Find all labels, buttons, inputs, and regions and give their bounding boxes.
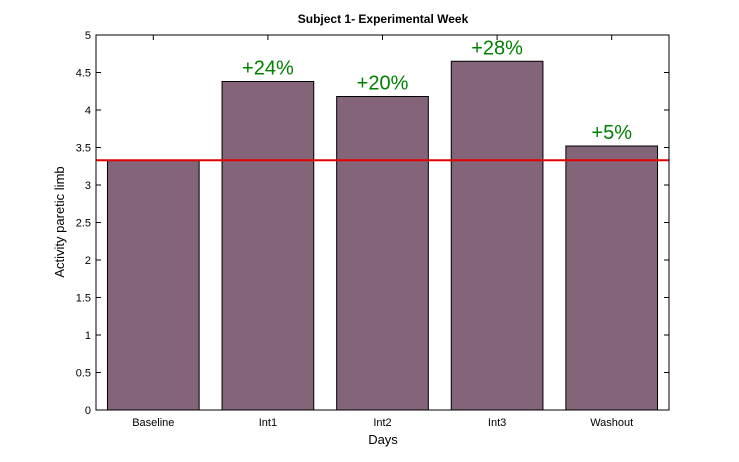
- y-tick-label: 1: [85, 330, 91, 342]
- y-tick-label: 2.5: [76, 218, 91, 230]
- x-tick-label: Int1: [259, 417, 277, 429]
- y-axis: 0 0.5 1 1.5 2 2.5 3 3.5 4 4.5 5: [76, 30, 669, 417]
- x-axis: Baseline Int1 Int2 Int3 Washout: [132, 35, 633, 429]
- x-tick-label: Int3: [488, 417, 506, 429]
- y-tick-label: 4.5: [76, 68, 91, 80]
- x-tick-label: Int2: [373, 417, 391, 429]
- y-tick-label: 3.5: [76, 143, 91, 155]
- annotations: +24% +20% +28% +5%: [242, 37, 632, 144]
- y-tick-label: 1.5: [76, 293, 91, 305]
- x-tick-label: Baseline: [132, 417, 174, 429]
- y-tick-label: 3: [85, 180, 91, 192]
- y-tick-label: 5: [85, 30, 91, 42]
- bar-annotation: +28%: [471, 37, 523, 59]
- bar-annotation: +5%: [591, 122, 632, 144]
- bar-int2: [336, 96, 429, 411]
- bar-baseline: [106, 159, 200, 411]
- y-tick-label: 0: [85, 405, 91, 417]
- chart-title: Subject 1- Experimental Week: [298, 12, 469, 26]
- bar-int3: [450, 60, 544, 411]
- bar-washout: [565, 145, 659, 411]
- y-axis-label: Activity paretic limb: [52, 166, 67, 277]
- bar-annotation: +24%: [242, 58, 294, 80]
- bar-annotation: +20%: [357, 73, 409, 95]
- plot-frame: [95, 34, 670, 411]
- y-tick-label: 2: [85, 255, 91, 267]
- bar-int1: [221, 81, 315, 411]
- y-tick-label: 4: [85, 105, 91, 117]
- y-tick-label: 0.5: [76, 368, 91, 380]
- bars: [106, 60, 659, 411]
- x-axis-label: Days: [368, 432, 398, 447]
- x-tick-label: Washout: [590, 417, 633, 429]
